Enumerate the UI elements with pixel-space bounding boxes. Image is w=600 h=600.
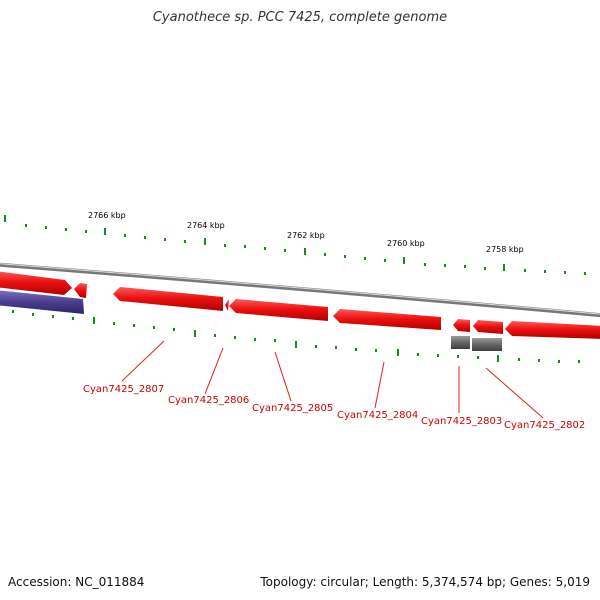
- genome-backbone: [0, 262, 600, 318]
- tick-mark: [224, 244, 226, 247]
- tick-mark: [324, 253, 326, 256]
- kbp-label: 2764 kbp: [187, 221, 225, 230]
- tick-mark: [113, 322, 115, 325]
- gene-label: Cyan7425_2803: [421, 416, 502, 427]
- tick-mark: [384, 259, 386, 262]
- outer-tick-row: [4, 215, 586, 275]
- gene-label: Cyan7425_2806: [168, 395, 249, 406]
- tick-mark: [144, 236, 146, 239]
- gene-block: [451, 336, 470, 349]
- tick-mark: [85, 230, 87, 233]
- tick-mark: [397, 349, 399, 356]
- forward-genes: [0, 271, 87, 298]
- gene-labels: Cyan7425_2807 Cyan7425_2806 Cyan7425_280…: [83, 384, 585, 431]
- leader-line: [204, 347, 224, 395]
- tick-mark: [72, 317, 74, 320]
- gene-arrow: [473, 320, 503, 334]
- tick-mark: [104, 228, 106, 235]
- tick-mark: [344, 255, 346, 258]
- genome-summary-text: Topology: circular; Length: 5,374,574 bp…: [260, 575, 590, 589]
- kbp-label: 2766 kbp: [88, 211, 126, 220]
- kbp-label: 2762 kbp: [287, 231, 325, 240]
- tick-mark: [204, 238, 206, 245]
- tick-mark: [524, 269, 526, 272]
- accession-text: Accession: NC_011884: [8, 575, 145, 589]
- tick-mark: [164, 238, 166, 241]
- gene-arrow: [0, 290, 84, 314]
- tick-mark: [417, 353, 419, 356]
- gene-label: Cyan7425_2804: [337, 410, 418, 421]
- tick-mark: [578, 360, 580, 363]
- kbp-label: 2758 kbp: [486, 245, 524, 254]
- gene-arrow: [333, 309, 441, 330]
- gene-arrow: [505, 321, 600, 339]
- tick-mark: [584, 272, 586, 275]
- tick-mark: [295, 341, 297, 348]
- leader-line: [121, 340, 165, 382]
- tick-mark: [25, 224, 27, 227]
- tick-mark: [184, 240, 186, 243]
- tick-mark: [93, 317, 95, 324]
- tick-mark: [52, 315, 54, 318]
- tick-mark: [45, 226, 47, 229]
- gene-label: Cyan7425_2802: [504, 420, 585, 431]
- tick-mark: [194, 330, 196, 337]
- leader-line: [274, 351, 292, 402]
- tick-mark: [254, 338, 256, 341]
- tick-mark: [424, 263, 426, 266]
- tick-mark: [173, 328, 175, 331]
- tick-mark: [214, 334, 216, 337]
- tick-mark: [234, 336, 236, 339]
- reverse-genes: [0, 287, 600, 351]
- tick-mark: [4, 215, 6, 222]
- tick-mark: [264, 247, 266, 250]
- tick-mark: [484, 267, 486, 270]
- tick-mark: [315, 345, 317, 348]
- tick-mark: [477, 356, 479, 359]
- gene-arrow: [74, 283, 87, 298]
- tick-mark: [403, 257, 405, 264]
- gene-arrow: [113, 287, 223, 311]
- tick-mark: [564, 271, 566, 274]
- gene-block: [472, 338, 502, 351]
- tick-mark: [244, 245, 246, 248]
- tick-mark: [335, 346, 337, 349]
- kbp-labels: 2766 kbp 2764 kbp 2762 kbp 2760 kbp 2758…: [88, 211, 524, 254]
- gene-label: Cyan7425_2807: [83, 384, 164, 395]
- leader-lines: [121, 340, 544, 419]
- tick-mark: [538, 359, 540, 362]
- tick-mark: [558, 360, 560, 363]
- gene-arrow: [453, 319, 470, 332]
- kbp-label: 2760 kbp: [387, 239, 425, 248]
- tick-mark: [355, 348, 357, 351]
- gene-label: Cyan7425_2805: [252, 403, 333, 414]
- leader-line: [374, 361, 385, 409]
- tick-mark: [32, 313, 34, 316]
- tick-mark: [518, 358, 520, 361]
- tick-mark: [437, 354, 439, 357]
- tick-mark: [457, 355, 459, 358]
- tick-mark: [133, 324, 135, 327]
- tick-mark: [464, 265, 466, 268]
- tick-mark: [274, 339, 276, 342]
- leader-line: [485, 367, 544, 419]
- tick-mark: [65, 228, 67, 231]
- gene-arrow: [0, 271, 72, 295]
- tick-mark: [124, 234, 126, 237]
- gene-arrow: [225, 299, 229, 311]
- tick-mark: [444, 264, 446, 267]
- tick-mark: [153, 326, 155, 329]
- tick-mark: [497, 355, 499, 362]
- gene-arrow: [229, 299, 328, 321]
- tick-mark: [503, 264, 505, 271]
- inner-tick-row: [12, 310, 580, 363]
- tick-mark: [364, 257, 366, 260]
- tick-mark: [544, 270, 546, 273]
- tick-mark: [284, 249, 286, 252]
- tick-mark: [12, 310, 14, 313]
- tick-mark: [375, 349, 377, 352]
- tick-mark: [304, 248, 306, 255]
- map-title: Cyanothece sp. PCC 7425, complete genome: [152, 10, 448, 25]
